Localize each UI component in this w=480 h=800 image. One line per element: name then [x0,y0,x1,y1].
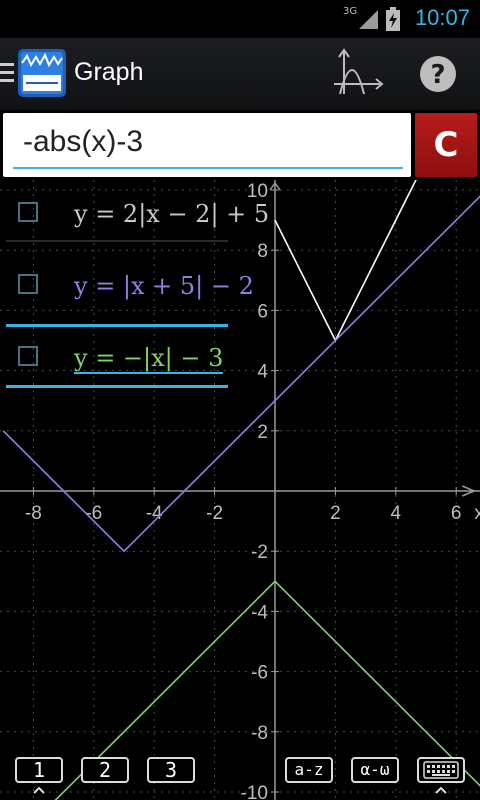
help-icon[interactable]: ? [419,55,457,93]
y-tick-label: 4 [257,362,268,383]
y-tick-label: 8 [257,241,268,262]
app-logo-icon[interactable] [18,49,66,97]
y-tick-label: -4 [251,602,268,623]
curve-3 [54,580,480,800]
clock: 10:07 [414,5,470,30]
menu-icon[interactable] [0,61,14,85]
function-row-3[interactable]: y = −|x| − 3 [4,330,228,388]
function-label-1: y = 2|x − 2| + 5 [74,200,270,228]
latin-keys-button[interactable]: a-z [285,757,333,783]
keyboard-icon [423,761,459,779]
app-title: Graph [74,58,144,86]
graph-mode-icon[interactable] [330,48,384,98]
y-tick-label: -6 [251,663,268,684]
signal-icon [359,10,378,29]
function-divider-3 [6,385,228,388]
function-divider-1 [6,240,228,242]
keyboard-button[interactable] [417,757,465,783]
keyset-2-button[interactable]: 2 [81,757,129,783]
x-tick-label: -2 [206,503,223,524]
x-axis-label: x [474,503,480,524]
signal-label: 3G [343,6,358,17]
curve-2 [2,195,480,553]
x-tick-label: -8 [25,503,42,524]
y-tick-label: 6 [257,301,268,322]
keyset-3-button[interactable]: 3 [147,757,195,783]
svg-text:?: ? [430,60,445,90]
function-label-3: y = −|x| − 3 [74,344,224,374]
x-axis-arrow [461,485,477,497]
function-label-2: y = |x + 5| − 2 [74,272,254,300]
function-divider-2 [6,324,228,327]
x-tick-label: 2 [330,503,341,524]
expression-input[interactable]: -abs(x)-3 [3,113,411,177]
x-tick-label: -6 [85,503,102,524]
curve-1 [274,180,417,343]
y-tick-label: -10 [241,783,268,800]
curves [2,180,480,800]
keyboard-caret-icon [435,786,447,794]
input-underline [13,167,403,169]
keyset-1-button[interactable]: 1 [15,757,63,783]
function-row-2[interactable]: y = |x + 5| − 2 [4,258,254,327]
clear-button[interactable]: C [415,113,477,177]
axes [0,180,480,800]
y-tick-label: 2 [257,422,268,443]
function-checkbox-2[interactable] [18,274,38,294]
x-tick-label: 6 [451,503,462,524]
function-row-1[interactable]: y = 2|x − 2| + 5 [4,186,269,244]
keyset-1-caret-icon [33,786,45,794]
y-tick-label: 10 [247,181,268,202]
greek-keys-button[interactable]: α-ω [351,757,399,783]
battery-icon [386,7,400,31]
status-bar: 3G 10:07 [0,0,480,38]
y-tick-label: -2 [251,542,268,563]
function-checkbox-1[interactable] [18,202,38,222]
y-tick-label: -8 [251,723,268,744]
x-tick-label: 4 [391,503,402,524]
expression-text: -abs(x)-3 [23,125,144,158]
action-bar: Graph ? [0,38,480,110]
y-axis-arrow [269,181,281,191]
graph-area[interactable]: -8 -6 -4 -2 2 4 6 x 10 8 6 4 2 -2 -4 -6 -8 -10 [0,180,480,800]
x-tick-label: -4 [146,503,163,524]
function-checkbox-3[interactable] [18,346,38,366]
